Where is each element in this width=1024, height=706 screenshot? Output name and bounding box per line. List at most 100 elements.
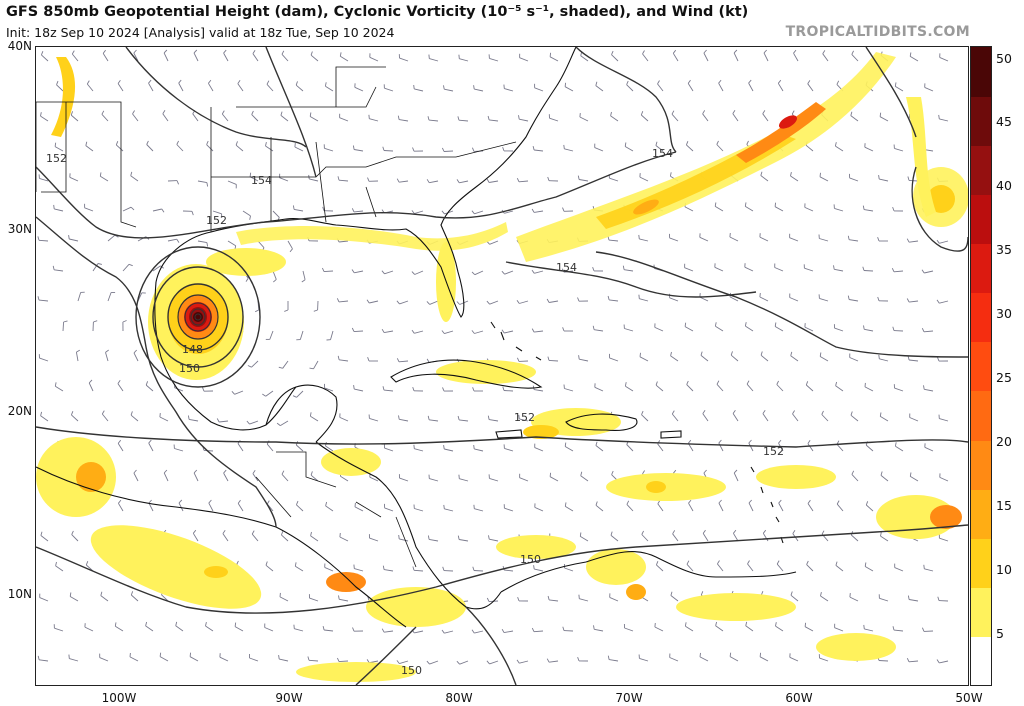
wind-barb <box>819 176 829 182</box>
wind-barb-tick <box>337 176 340 181</box>
wind-barb-tick <box>223 469 227 474</box>
wind-barb <box>174 448 184 452</box>
wind-barb <box>130 414 139 422</box>
wind-barb-tick <box>835 381 838 386</box>
wind-barb-tick <box>655 561 659 566</box>
wind-barb-tick <box>208 499 212 504</box>
wind-barb <box>504 270 514 275</box>
wind-barb <box>879 178 889 182</box>
wind-barb <box>118 503 124 512</box>
wind-barb <box>133 352 139 362</box>
wind-barb-tick <box>564 502 567 507</box>
wind-barb-tick <box>472 387 475 392</box>
wind-barb-tick <box>163 469 168 474</box>
wind-barb <box>41 54 49 62</box>
wind-barb-tick <box>718 439 722 444</box>
wind-barb-tick <box>97 263 103 265</box>
wind-barb <box>625 385 634 392</box>
wind-barb <box>399 300 409 305</box>
wind-barb <box>851 54 859 62</box>
lon-label-50w: 50W <box>955 691 983 705</box>
wind-barb-tick <box>821 410 824 415</box>
wind-barb-tick <box>278 655 280 660</box>
wind-barb <box>242 210 251 217</box>
wind-barb-tick <box>397 115 400 120</box>
wind-barb <box>894 387 904 392</box>
wind-barb-tick <box>457 415 460 421</box>
colorbar-segment <box>971 96 991 147</box>
wind-barb <box>792 413 799 422</box>
wind-barb-tick <box>321 267 325 272</box>
wind-barb <box>730 354 739 362</box>
wind-barb <box>759 236 769 242</box>
wind-barb <box>669 237 679 242</box>
wind-barb <box>330 330 334 340</box>
wind-barb-tick <box>40 112 42 117</box>
wind-barb-tick <box>412 386 415 391</box>
wind-barb-tick <box>685 141 689 146</box>
wind-barb <box>804 267 814 272</box>
wind-barb <box>819 356 829 362</box>
wind-barb <box>849 177 859 182</box>
wind-barb-tick <box>471 210 475 215</box>
wind-barb-tick <box>442 566 445 571</box>
wind-barb-tick <box>563 144 565 149</box>
wind-barb <box>251 114 259 122</box>
wind-barb <box>776 563 784 572</box>
wind-barb-tick <box>807 440 811 444</box>
wind-barb <box>129 656 139 662</box>
wind-barb <box>519 118 529 122</box>
wind-barb <box>908 179 919 182</box>
wind-barb <box>223 52 229 62</box>
wind-barb <box>864 566 874 572</box>
colorbar-label: 40 <box>996 178 1012 193</box>
wind-barb <box>99 657 109 662</box>
wind-barb <box>732 413 739 422</box>
wind-barb-tick <box>396 660 400 664</box>
wind-barb <box>473 570 484 572</box>
wind-barb-tick <box>549 52 552 57</box>
wind-barb-tick <box>162 110 166 114</box>
wind-barb-tick <box>54 382 57 387</box>
wind-barb-tick <box>807 499 811 504</box>
wind-barb <box>152 265 161 272</box>
wind-barb <box>212 210 222 215</box>
wind-barb <box>429 300 439 305</box>
wind-barb-tick <box>336 657 340 662</box>
wind-barb-tick <box>610 111 612 117</box>
wind-barb-tick <box>249 215 251 220</box>
contour-label: 154 <box>251 174 272 187</box>
colorbar-label: 20 <box>996 434 1012 449</box>
wind-barb-tick <box>76 349 81 353</box>
wind-barb <box>324 566 334 572</box>
wind-barb-tick <box>516 357 520 362</box>
wind-barb-tick <box>189 652 192 657</box>
wind-barb <box>908 660 919 663</box>
wind-barb-tick <box>175 621 178 626</box>
wind-barb <box>340 55 349 62</box>
wind-barb <box>880 535 889 542</box>
wind-barb-tick <box>501 329 505 334</box>
wind-barb-tick <box>747 560 750 565</box>
wind-barb-tick <box>518 414 520 419</box>
wind-barb-tick <box>178 79 182 84</box>
wind-barb <box>163 472 169 482</box>
wind-barb <box>148 502 154 512</box>
wind-barb <box>338 300 349 303</box>
wind-barb-tick <box>456 301 461 305</box>
wind-barb <box>774 206 784 212</box>
wind-barb <box>206 144 214 152</box>
wind-barb <box>265 564 274 572</box>
wind-barb <box>237 503 244 512</box>
wind-barb-tick <box>353 385 355 390</box>
wind-barb <box>822 53 829 62</box>
wind-barb-tick <box>531 328 535 333</box>
wind-barb <box>579 116 589 122</box>
wind-barb-tick <box>733 529 737 534</box>
weather-map[interactable]: 152 154 152 148 150 154 154 152 152 150 … <box>35 46 969 686</box>
wind-barb-tick <box>396 300 400 305</box>
wind-barb <box>489 477 499 482</box>
wind-barb-tick <box>626 500 630 505</box>
wind-barb-tick <box>222 530 226 534</box>
wind-barb-tick <box>310 51 313 56</box>
